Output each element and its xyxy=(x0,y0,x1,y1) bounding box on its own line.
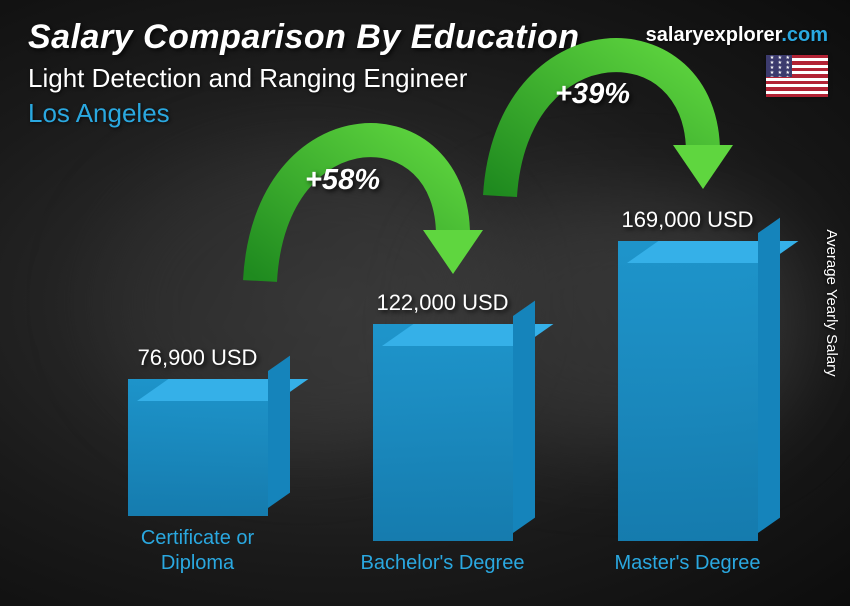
bar-value-2: 169,000 USD xyxy=(621,207,753,233)
bar-group-2: 169,000 USD Master's Degree xyxy=(600,207,775,576)
bar-group-1: 122,000 USD Bachelor's Degree xyxy=(355,290,530,576)
bar-group-0: 76,900 USD Certificate or Diploma xyxy=(110,345,285,576)
infographic-container: Salary Comparison By Education Light Det… xyxy=(0,0,850,606)
increase-arrow-0 xyxy=(230,111,495,286)
increase-label-1: +39% xyxy=(555,78,630,111)
chart-area: 76,900 USD Certificate or Diploma 122,000 … xyxy=(70,146,790,576)
bar-3d-0 xyxy=(128,379,268,516)
brand-name-suffix: .com xyxy=(781,24,828,46)
bar-label-0: Certificate or Diploma xyxy=(110,526,285,576)
increase-label-0: +58% xyxy=(305,164,380,197)
bar-value-0: 76,900 USD xyxy=(138,345,258,371)
bar-label-2: Master's Degree xyxy=(614,551,760,576)
arrow-svg-0 xyxy=(230,111,495,286)
y-axis-label: Average Yearly Salary xyxy=(823,229,840,376)
bar-3d-2 xyxy=(618,241,758,541)
arrow-svg-1 xyxy=(470,26,745,201)
bar-label-1: Bachelor's Degree xyxy=(361,551,525,576)
increase-arrow-1 xyxy=(470,26,745,201)
flag-icon: ★ ★ ★ ★ ★ ★ ★ ★ ★ ★ ★ ★ ★ ★ ★ xyxy=(766,55,828,97)
bar-3d-1 xyxy=(373,324,513,541)
bar-value-1: 122,000 USD xyxy=(376,290,508,316)
